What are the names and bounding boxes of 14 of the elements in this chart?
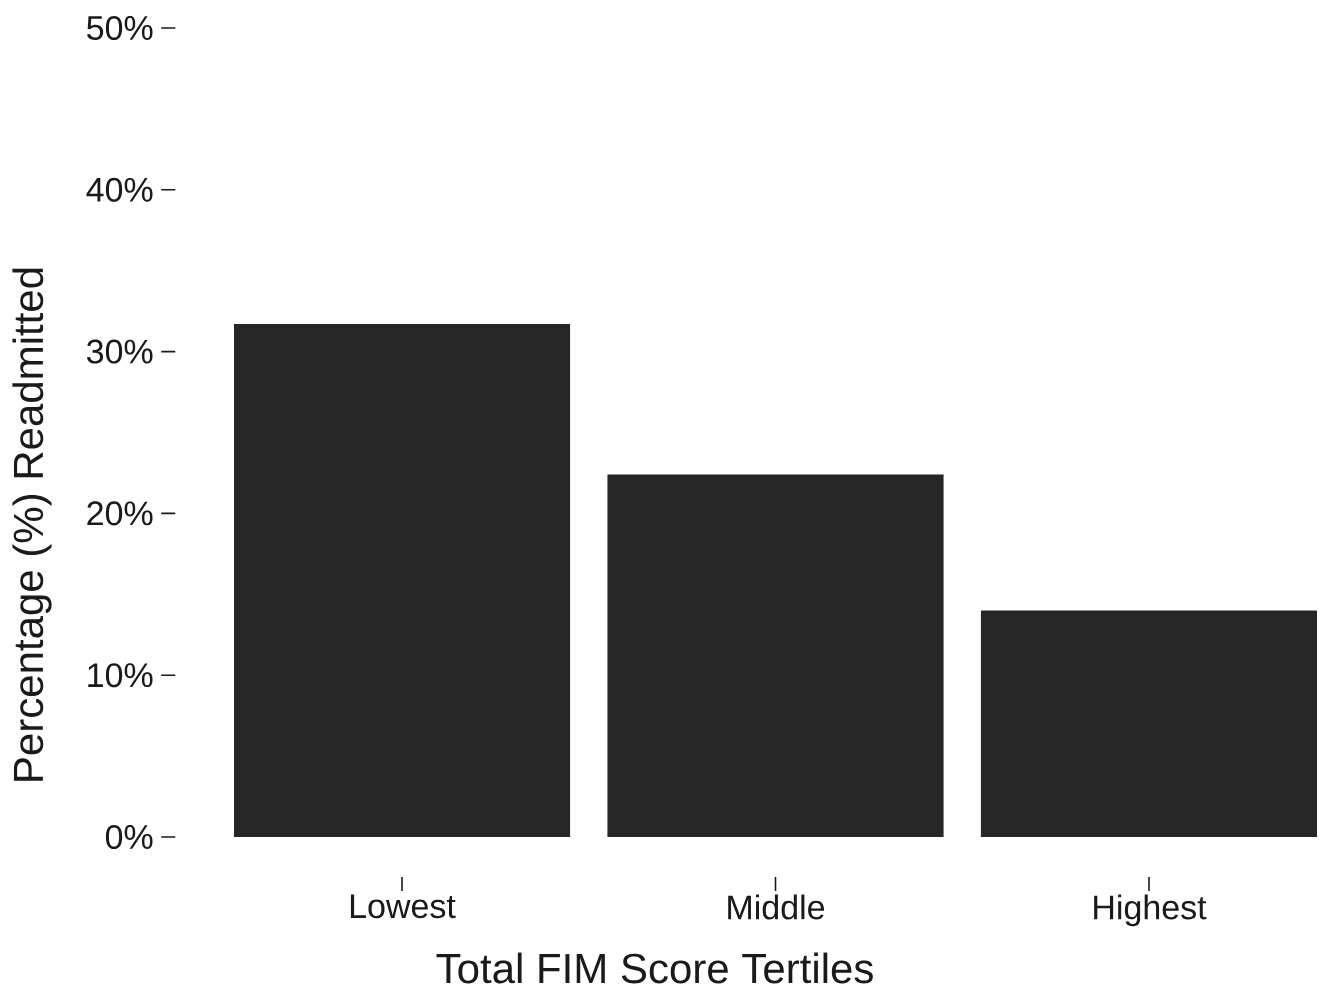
y-tick-label: 0% — [105, 824, 153, 850]
bar — [233, 324, 571, 837]
y-tick-label: 40% — [86, 177, 153, 202]
y-tick-label: 10% — [88, 663, 153, 688]
y-axis-title: Percentage (%) Readmitted — [12, 268, 52, 781]
y-tick-label: 20% — [87, 501, 153, 526]
bar — [980, 610, 1318, 837]
y-tick-label: 30% — [86, 339, 153, 364]
x-tick-label: Lowest — [350, 894, 456, 919]
x-tick-label: Highest — [1094, 894, 1207, 927]
y-tick-label: 50% — [87, 15, 153, 41]
bar — [607, 474, 944, 837]
x-tick-label: Middle — [728, 894, 825, 920]
x-axis-title: Total FIM Score Tertiles — [436, 952, 873, 984]
